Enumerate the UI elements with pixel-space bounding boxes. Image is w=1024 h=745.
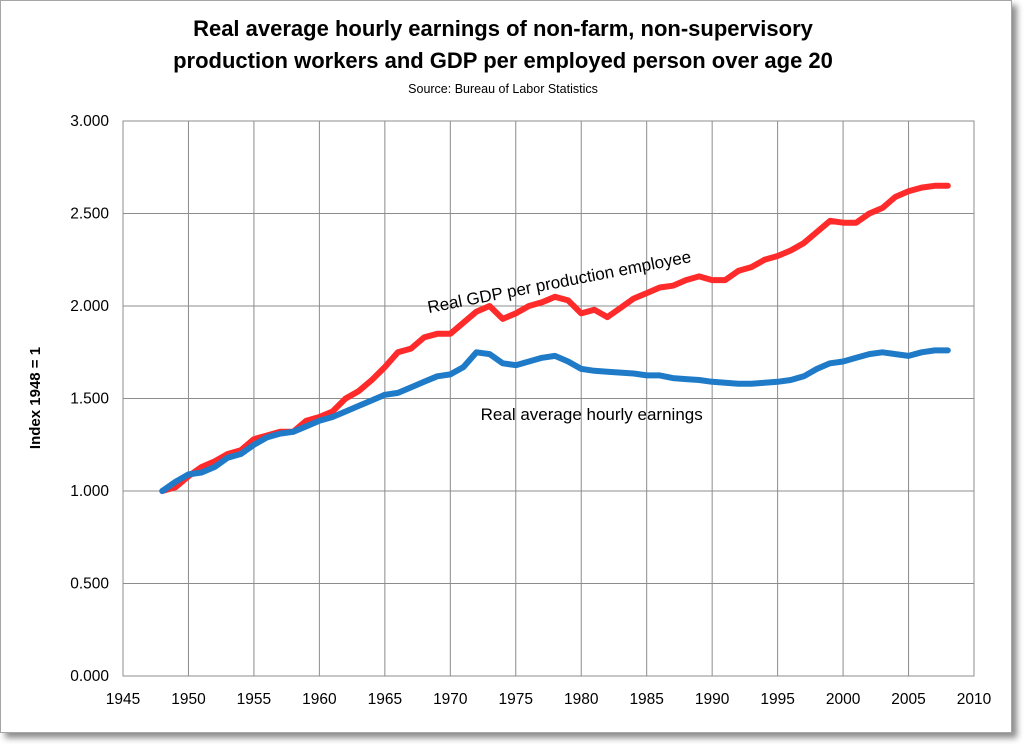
- plot-area: 1945 1950 1955 1960 1965 1970 1975 1980 1985 1990…: [70, 113, 991, 708]
- x-tick-label: 1990: [695, 691, 730, 708]
- x-tick-label: 1995: [760, 691, 794, 708]
- earnings-series-label: Real average hourly earnings: [481, 405, 703, 424]
- x-tick-label: 1980: [564, 691, 599, 708]
- x-tick-label: 1975: [499, 691, 533, 708]
- x-tick-label: 2000: [826, 691, 861, 708]
- chart-subtitle: Source: Bureau of Labor Statistics: [408, 82, 598, 96]
- y-tick-label: 2.000: [70, 298, 109, 315]
- y-tick-label: 0.500: [70, 576, 109, 593]
- x-tick-label: 1950: [171, 691, 206, 708]
- y-tick-label: 1.500: [70, 391, 109, 408]
- x-tick-label: 2005: [891, 691, 925, 708]
- gdp-series-line: [159, 182, 951, 494]
- line-chart: Real average hourly earnings of non-farm…: [27, 16, 992, 708]
- y-tick-label: 2.500: [70, 206, 109, 223]
- y-tick-label: 1.000: [70, 483, 109, 500]
- x-tick-label: 1945: [106, 691, 140, 708]
- x-tick-label: 1985: [629, 691, 663, 708]
- y-tick-label: 3.000: [70, 113, 109, 130]
- chart-title-line-1: Real average hourly earnings of non-farm…: [193, 16, 814, 41]
- chart-title-line-2: production workers and GDP per employed …: [173, 48, 833, 73]
- y-axis-title: Index 1948 = 1: [27, 347, 44, 449]
- y-tick-label: 0.000: [70, 668, 109, 685]
- x-tick-label: 1960: [302, 691, 337, 708]
- x-tick-label: 1955: [237, 691, 271, 708]
- gdp-series-label: Real GDP per production employee: [426, 247, 693, 317]
- earnings-series-line: [159, 347, 951, 494]
- chart-frame: Real average hourly earnings of non-farm…: [0, 0, 1012, 733]
- x-tick-label: 1965: [368, 691, 402, 708]
- x-tick-label: 2010: [957, 691, 992, 708]
- x-tick-label: 1970: [433, 691, 468, 708]
- plot-border: [122, 120, 975, 677]
